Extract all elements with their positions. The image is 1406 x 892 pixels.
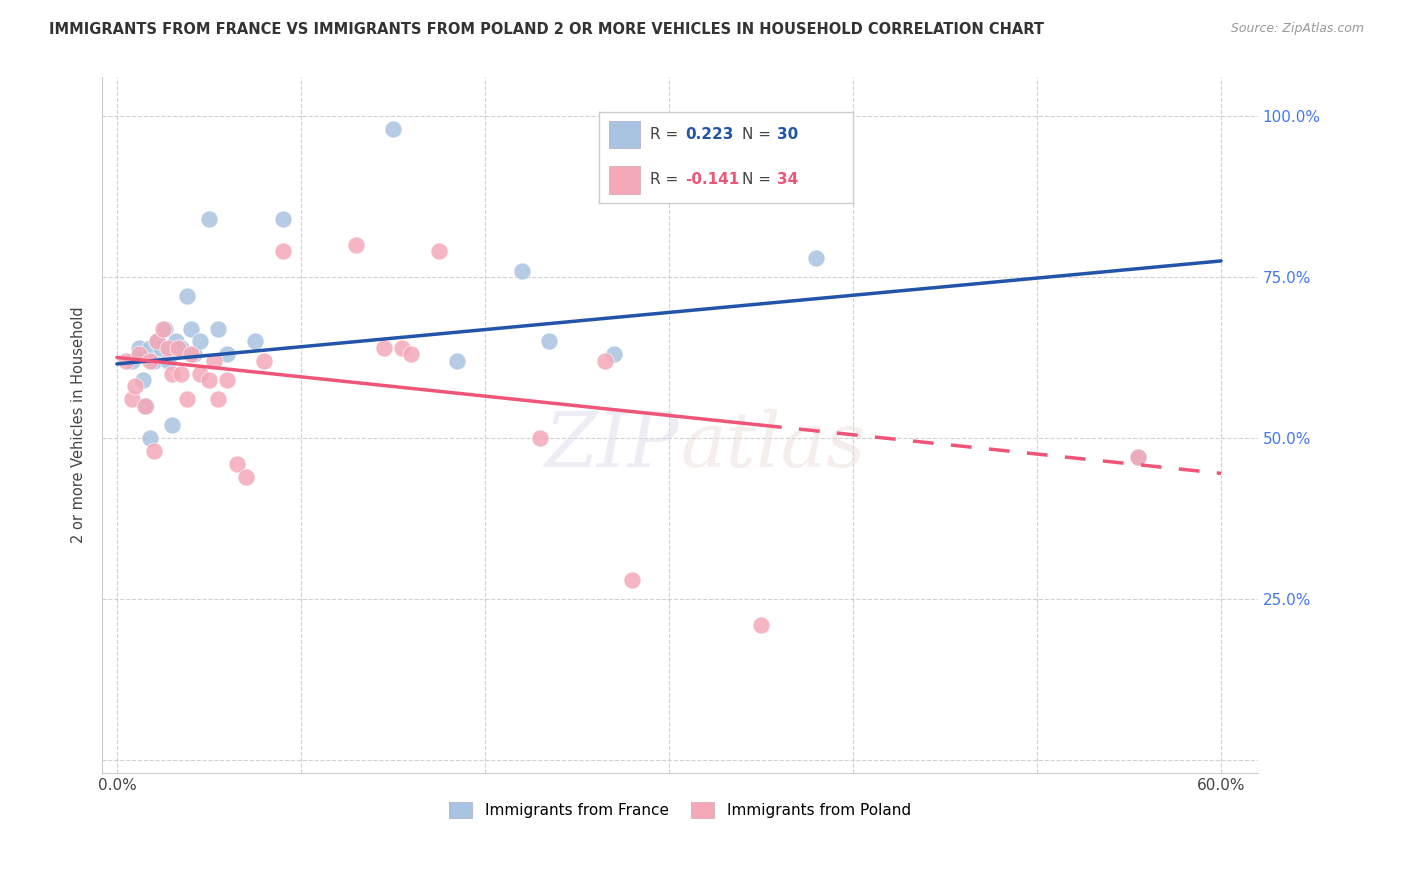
Point <box>121 353 143 368</box>
Point <box>243 334 266 349</box>
Point <box>160 367 183 381</box>
Text: Source: ZipAtlas.com: Source: ZipAtlas.com <box>1230 22 1364 36</box>
Point <box>176 392 198 407</box>
Point <box>401 347 423 361</box>
Point <box>188 367 211 381</box>
Text: ZIP: ZIP <box>546 409 681 483</box>
Point <box>180 347 202 361</box>
Point <box>115 353 138 368</box>
Point <box>271 244 294 259</box>
Point <box>621 573 644 587</box>
Point <box>166 341 188 355</box>
Point <box>170 367 193 381</box>
Point <box>538 334 561 349</box>
Point <box>593 353 616 368</box>
Point <box>139 431 162 445</box>
Point <box>1128 450 1150 465</box>
Point <box>121 392 143 407</box>
Point <box>134 399 156 413</box>
Point <box>225 457 247 471</box>
Legend: Immigrants from France, Immigrants from Poland: Immigrants from France, Immigrants from … <box>443 796 917 824</box>
Point <box>529 431 551 445</box>
Point <box>139 353 162 368</box>
Point <box>344 237 367 252</box>
Point <box>142 353 165 368</box>
Point <box>217 373 239 387</box>
Point <box>204 353 226 368</box>
Point <box>176 289 198 303</box>
Point <box>160 418 183 433</box>
Point <box>157 341 180 355</box>
Point <box>183 347 205 361</box>
Point <box>128 341 150 355</box>
Point <box>198 212 221 227</box>
Point <box>165 334 187 349</box>
Point <box>152 321 174 335</box>
Point <box>188 334 211 349</box>
Point <box>271 212 294 227</box>
Point <box>150 341 173 355</box>
Text: atlas: atlas <box>681 409 866 483</box>
Point <box>373 341 395 355</box>
Point <box>131 373 153 387</box>
Point <box>510 263 533 277</box>
Point <box>253 353 276 368</box>
Point <box>427 244 450 259</box>
Point <box>1128 450 1150 465</box>
Point <box>139 341 162 355</box>
Point <box>207 321 229 335</box>
Text: IMMIGRANTS FROM FRANCE VS IMMIGRANTS FROM POLAND 2 OR MORE VEHICLES IN HOUSEHOLD: IMMIGRANTS FROM FRANCE VS IMMIGRANTS FRO… <box>49 22 1045 37</box>
Y-axis label: 2 or more Vehicles in Household: 2 or more Vehicles in Household <box>72 307 86 543</box>
Point <box>217 347 239 361</box>
Point <box>153 321 176 335</box>
Point <box>135 399 157 413</box>
Point <box>124 379 146 393</box>
Point <box>207 392 229 407</box>
Point <box>142 443 165 458</box>
Point <box>391 341 413 355</box>
Point <box>235 469 257 483</box>
Point <box>603 347 626 361</box>
Point <box>381 122 404 136</box>
Point <box>180 321 202 335</box>
Point <box>146 334 169 349</box>
Point <box>198 373 221 387</box>
Point <box>157 353 180 368</box>
Point <box>749 617 772 632</box>
Point <box>446 353 468 368</box>
Point <box>146 334 169 349</box>
Point <box>128 347 150 361</box>
Point <box>806 251 828 265</box>
Point <box>170 341 193 355</box>
